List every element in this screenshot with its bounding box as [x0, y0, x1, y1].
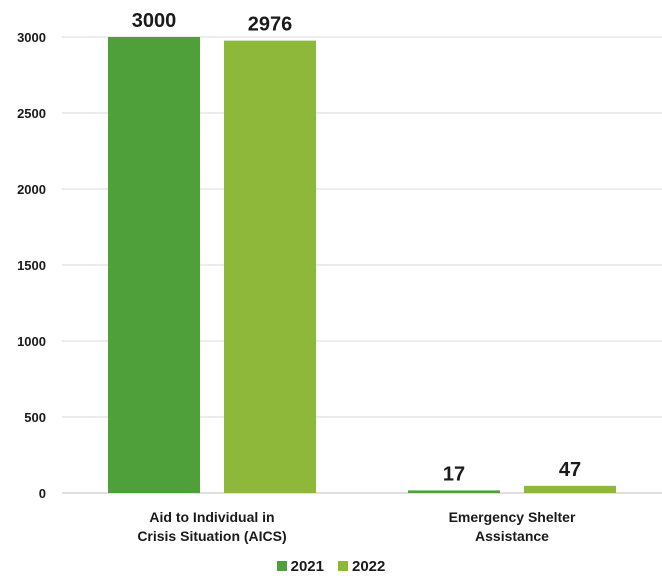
chart-svg: 0 500 1000 1500 2000 2500 3000 3000 2976 Aid to I…	[17, 10, 662, 544]
y-tick-label-2000: 2000	[17, 182, 46, 197]
data-label-2021-1: 17	[443, 463, 465, 485]
bar-2021-0	[108, 37, 200, 493]
legend-item-2021: 2021	[276, 557, 324, 575]
y-tick-label-3000: 3000	[17, 30, 46, 45]
x-tick-label-line: Crisis Situation (AICS)	[137, 528, 286, 544]
y-tick-label-0: 0	[39, 486, 46, 501]
data-label-2022-1: 47	[559, 459, 581, 481]
y-tick-label-1000: 1000	[17, 334, 46, 349]
legend-swatch-2022	[338, 561, 348, 571]
bar-2021-1	[408, 490, 500, 493]
legend-swatch-2021	[276, 561, 287, 571]
y-tick-label-500: 500	[24, 410, 46, 425]
y-tick-label-2500: 2500	[17, 106, 46, 121]
legend-label-2021: 2021	[290, 557, 324, 575]
x-tick-label-line: Aid to Individual in	[149, 509, 274, 525]
legend-label-2022: 2022	[352, 557, 386, 575]
x-tick-label-line: Assistance	[475, 528, 549, 544]
data-label-2021-0: 3000	[132, 10, 177, 32]
x-tick-label-1: Emergency Shelter Assistance	[449, 509, 576, 544]
bar-2022-1	[524, 485, 616, 493]
y-tick-label-1500: 1500	[17, 258, 46, 273]
x-tick-label-0: Aid to Individual in Crisis Situation (AI…	[137, 509, 286, 544]
bar-2022-0	[224, 40, 316, 493]
x-tick-label-line: Emergency Shelter	[449, 509, 576, 525]
data-label-2022-0: 2976	[248, 14, 293, 36]
legend: 2021 2022	[0, 555, 662, 577]
legend-item-2022: 2022	[338, 558, 385, 575]
